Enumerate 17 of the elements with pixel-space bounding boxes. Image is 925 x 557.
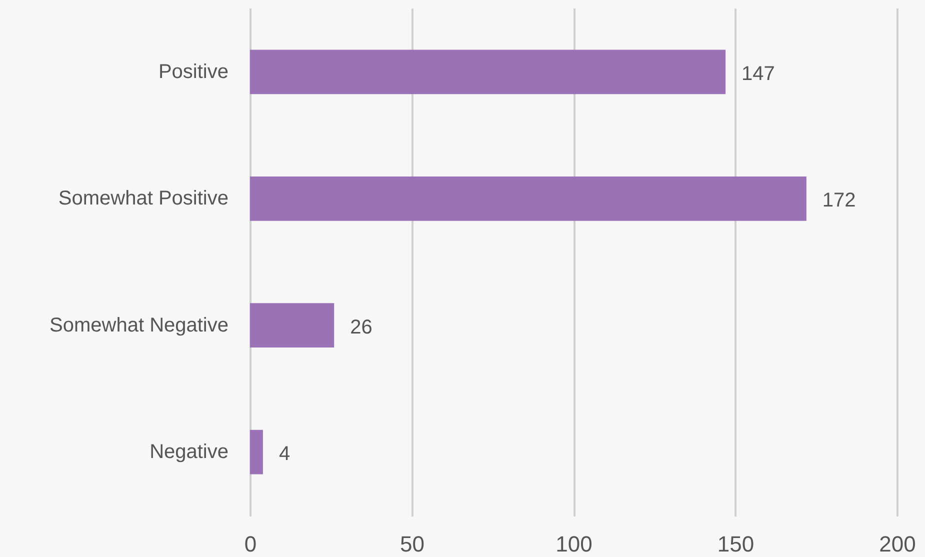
x-tick-label: 200 [879, 532, 916, 556]
bar [250, 50, 726, 94]
x-tick-label: 0 [244, 532, 257, 556]
y-tick-label: Negative [150, 441, 228, 464]
y-tick-label: Somewhat Positive [58, 188, 228, 210]
bar [250, 430, 263, 474]
x-tick-label: 100 [556, 532, 592, 556]
data-label: 172 [822, 190, 856, 212]
bar [250, 303, 334, 348]
data-label: 147 [742, 62, 775, 85]
y-tick-label: Somewhat Negative [50, 314, 228, 336]
bar [250, 176, 806, 221]
y-tick-label: Positive [158, 60, 228, 83]
data-label: 4 [278, 443, 290, 466]
x-tick-label: 150 [717, 532, 754, 556]
x-tick-label: 50 [400, 532, 424, 556]
data-label: 26 [350, 316, 372, 338]
